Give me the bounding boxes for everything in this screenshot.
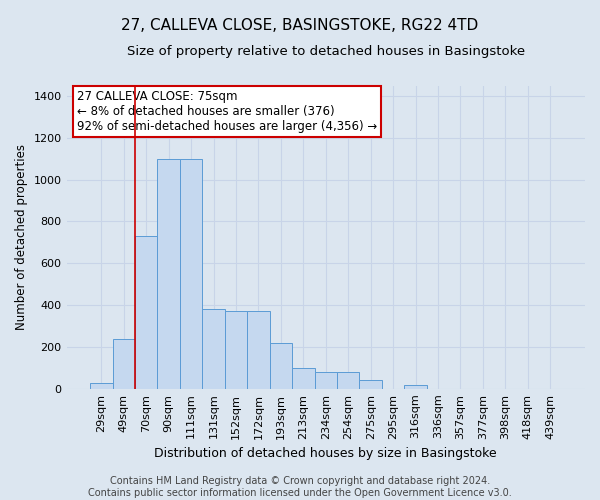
Bar [314,372,337,389]
Text: 27 CALLEVA CLOSE: 75sqm
← 8% of detached houses are smaller (376)
92% of semi-de: 27 CALLEVA CLOSE: 75sqm ← 8% of detached… [77,90,377,133]
Bar [113,338,135,389]
Bar [269,343,292,389]
X-axis label: Distribution of detached houses by size in Basingstoke: Distribution of detached houses by size … [154,447,497,460]
Text: 27, CALLEVA CLOSE, BASINGSTOKE, RG22 4TD: 27, CALLEVA CLOSE, BASINGSTOKE, RG22 4TD [121,18,479,32]
Bar [337,372,359,389]
Bar [202,310,225,389]
Bar [404,384,427,389]
Bar [225,312,247,389]
Bar [180,159,202,389]
Bar [90,382,113,389]
Bar [292,368,314,389]
Bar [359,380,382,389]
Bar [247,312,269,389]
Title: Size of property relative to detached houses in Basingstoke: Size of property relative to detached ho… [127,45,525,58]
Bar [135,236,157,389]
Bar [157,159,180,389]
Text: Contains HM Land Registry data © Crown copyright and database right 2024.
Contai: Contains HM Land Registry data © Crown c… [88,476,512,498]
Y-axis label: Number of detached properties: Number of detached properties [15,144,28,330]
